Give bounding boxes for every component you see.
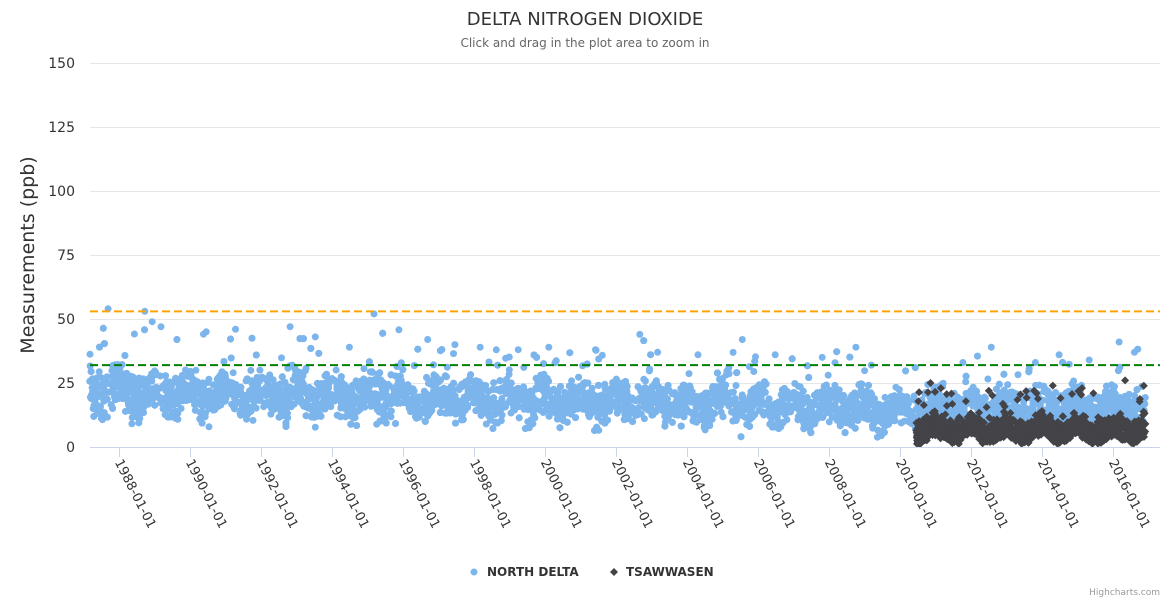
north-delta-point[interactable] [791,380,799,387]
north-delta-point[interactable] [719,413,727,421]
north-delta-point[interactable] [732,382,740,389]
north-delta-point[interactable] [247,366,255,374]
north-delta-point[interactable] [552,357,560,365]
north-delta-point[interactable] [568,377,576,385]
north-delta-point[interactable] [902,367,910,375]
north-delta-point[interactable] [729,348,737,356]
north-delta-point[interactable] [984,375,992,383]
north-delta-point[interactable] [311,423,319,431]
y-axis-title: Measurements (ppb) [17,156,39,353]
north-delta-point[interactable] [86,350,94,358]
north-delta-point[interactable] [141,326,148,334]
north-delta-point[interactable] [227,354,235,362]
y-axis-labels: 0 25 50 75 100 125 150 [48,56,75,456]
north-delta-point[interactable] [332,366,340,374]
y-tick-label: 150 [48,56,75,72]
north-delta-point[interactable] [588,384,596,392]
north-delta-point[interactable] [595,355,603,363]
north-delta-point[interactable] [95,368,103,376]
north-delta-point[interactable] [646,365,654,373]
north-delta-point[interactable] [205,423,213,431]
north-delta-point[interactable] [162,372,169,380]
chart-title: DELTA NITROGEN DIOXIDE [467,9,703,30]
north-delta-point[interactable] [177,405,185,412]
y-tick-label: 75 [57,248,75,264]
north-delta-point[interactable] [323,370,330,378]
north-delta-point[interactable] [537,371,545,379]
north-delta-point[interactable] [824,371,832,379]
north-delta-point[interactable] [220,358,228,365]
north-delta-point[interactable] [86,377,94,385]
north-delta-point[interactable] [647,351,655,359]
north-delta-point[interactable] [360,365,368,373]
north-delta-point[interactable] [737,433,745,441]
north-delta-point[interactable] [685,370,693,378]
north-delta-point[interactable] [249,416,257,424]
north-delta-point[interactable] [395,326,403,334]
north-delta-point[interactable] [450,350,457,358]
north-delta-point[interactable] [492,346,500,354]
north-delta-point[interactable] [90,412,98,420]
y-tick-label: 0 [66,440,75,456]
north-delta-point[interactable] [865,381,872,389]
north-delta-point[interactable] [436,347,444,355]
north-delta-point[interactable] [382,387,390,394]
north-delta-point[interactable] [881,393,889,401]
north-delta-point[interactable] [173,336,181,343]
north-delta-point[interactable] [820,382,828,390]
north-delta-point[interactable] [1134,345,1142,353]
north-delta-point[interactable] [750,368,758,375]
north-delta-point[interactable] [174,415,182,423]
north-delta-point[interactable] [490,379,498,387]
north-delta-point[interactable] [1125,390,1133,398]
north-delta-point[interactable] [267,410,275,418]
north-delta-point[interactable] [833,348,841,356]
north-delta-point[interactable] [840,397,848,405]
north-delta-point[interactable] [128,420,136,428]
north-delta-point[interactable] [229,369,237,377]
north-delta-point[interactable] [248,334,256,342]
north-delta-point[interactable] [1052,389,1060,396]
north-delta-point[interactable] [130,330,138,338]
north-delta-point[interactable] [846,353,854,361]
north-delta-point[interactable] [496,377,504,385]
north-delta-point[interactable] [502,354,510,362]
north-delta-point[interactable] [732,417,740,424]
north-delta-point[interactable] [658,406,666,414]
north-delta-point[interactable] [560,417,567,424]
north-delta-point[interactable] [227,335,234,343]
y-tick-label: 100 [48,184,75,200]
north-delta-point[interactable] [88,384,96,392]
north-delta-point[interactable] [962,378,970,386]
north-delta-point[interactable] [1035,381,1043,389]
north-delta-point[interactable] [861,367,869,375]
y-tick-label: 50 [57,312,75,328]
north-delta-point[interactable] [880,428,888,436]
north-delta-point[interactable] [256,366,264,374]
north-delta-point[interactable] [278,354,285,362]
north-delta-point[interactable] [1014,371,1022,379]
chart-subtitle: Click and drag in the plot area to zoom … [460,36,709,50]
north-delta-point[interactable] [661,422,669,430]
north-delta-point[interactable] [505,366,513,374]
north-delta-point[interactable] [1004,381,1012,389]
north-delta-point[interactable] [452,419,459,427]
north-delta-point[interactable] [761,378,768,386]
north-delta-point[interactable] [640,375,648,383]
y-tick-label: 25 [57,376,75,392]
north-delta-point[interactable] [840,391,847,399]
north-delta-point[interactable] [121,352,129,359]
y-tick-label: 125 [48,120,75,136]
north-delta-point[interactable] [897,419,905,427]
north-delta-point[interactable] [87,368,95,375]
north-delta-point[interactable] [148,318,156,326]
north-delta-point[interactable] [315,349,323,357]
north-delta-point[interactable] [974,352,981,360]
north-delta-point[interactable] [275,413,283,421]
